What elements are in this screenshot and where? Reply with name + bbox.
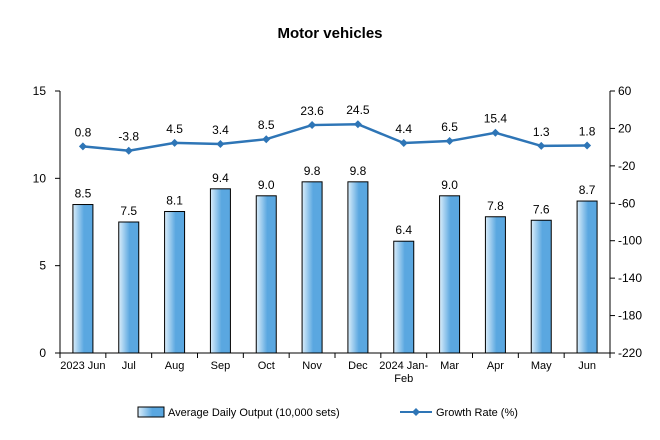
line-data-label: 15.4 [484, 112, 508, 126]
growth-rate-point [124, 146, 133, 155]
x-tick-label: Dec [348, 360, 368, 372]
x-tick-label: Jun [578, 360, 596, 372]
bar-data-label: 6.4 [395, 223, 412, 237]
right-tick-label: 20 [618, 121, 632, 135]
legend-line-label: Growth Rate (%) [436, 407, 518, 419]
bar-data-label: 9.0 [441, 178, 458, 192]
x-tick-label: Sep [211, 360, 231, 372]
bar-data-label: 7.5 [120, 204, 137, 218]
growth-rate-point [308, 121, 317, 130]
line-data-label: 24.5 [346, 103, 370, 117]
growth-rate-point [216, 139, 225, 148]
growth-rate-point [399, 139, 408, 148]
growth-rate-point [491, 128, 500, 137]
bar-data-label: 8.5 [75, 187, 92, 201]
growth-rate-point [583, 141, 592, 150]
growth-rate-point [445, 137, 454, 146]
line-data-label: 6.5 [441, 120, 458, 134]
line-data-label: -3.8 [118, 130, 139, 144]
bar-data-label: 7.8 [487, 199, 504, 213]
line-data-label: 1.3 [533, 125, 550, 139]
right-tick-label: -140 [618, 271, 642, 285]
line-data-label: 1.8 [579, 124, 596, 138]
bar [255, 195, 277, 354]
growth-rate-point [170, 138, 179, 147]
line-data-label: 8.5 [258, 118, 275, 132]
bar-data-label: 8.1 [166, 194, 183, 208]
growth-rate-line [82, 122, 588, 152]
left-tick-label: 10 [33, 171, 47, 185]
right-tick-label: 60 [618, 84, 632, 98]
growth-rate-point [353, 120, 362, 129]
line-data-label: 4.4 [395, 122, 412, 136]
growth-rate-point [262, 135, 271, 144]
line-data-label: 0.8 [75, 125, 92, 139]
left-tick-label: 5 [39, 259, 46, 273]
legend-bar-swatch [137, 406, 165, 418]
bar [209, 188, 231, 354]
line-data-label: 23.6 [300, 104, 324, 118]
growth-rate-point [78, 142, 87, 151]
bar [118, 221, 140, 354]
right-tick-label: -180 [618, 309, 642, 323]
left-tick-label: 15 [33, 84, 47, 98]
bar-data-label: 7.6 [533, 202, 550, 216]
line-data-label: 3.4 [212, 123, 229, 137]
bar [439, 195, 461, 354]
bar [72, 204, 94, 354]
right-tick-label: -60 [618, 196, 636, 210]
right-tick-label: -220 [618, 346, 642, 360]
bar [484, 216, 506, 354]
legend-line-marker [412, 408, 420, 416]
bar-data-label: 9.4 [212, 171, 229, 185]
left-tick-label: 0 [39, 346, 46, 360]
x-tick-label: Nov [302, 360, 322, 372]
bar-data-label: 9.8 [350, 164, 367, 178]
x-tick-label: 2024 Jan- [379, 360, 428, 372]
right-tick-label: -20 [618, 159, 636, 173]
chart-title: Motor vehicles [277, 25, 382, 42]
x-tick-label: Apr [487, 360, 504, 372]
line-data-label: 4.5 [166, 122, 183, 136]
x-tick-label: Mar [440, 360, 459, 372]
x-tick-label-line2: Feb [394, 373, 413, 385]
bar [530, 219, 552, 354]
right-tick-label: -100 [618, 234, 642, 248]
bar [301, 181, 323, 354]
legend-bar-label: Average Daily Output (10,000 sets) [168, 407, 340, 419]
x-tick-label: May [531, 360, 552, 372]
bar [164, 211, 186, 354]
bar [576, 200, 598, 354]
x-tick-label: 2023 Jun [60, 360, 105, 372]
bar-data-label: 9.0 [258, 178, 275, 192]
bar-data-label: 9.8 [304, 164, 321, 178]
x-tick-label: Jul [122, 360, 136, 372]
bar-data-label: 8.7 [579, 183, 596, 197]
x-tick-label: Oct [258, 360, 275, 372]
bar [347, 181, 369, 354]
growth-rate-point [537, 141, 546, 150]
x-tick-label: Aug [165, 360, 185, 372]
bar [393, 240, 415, 354]
